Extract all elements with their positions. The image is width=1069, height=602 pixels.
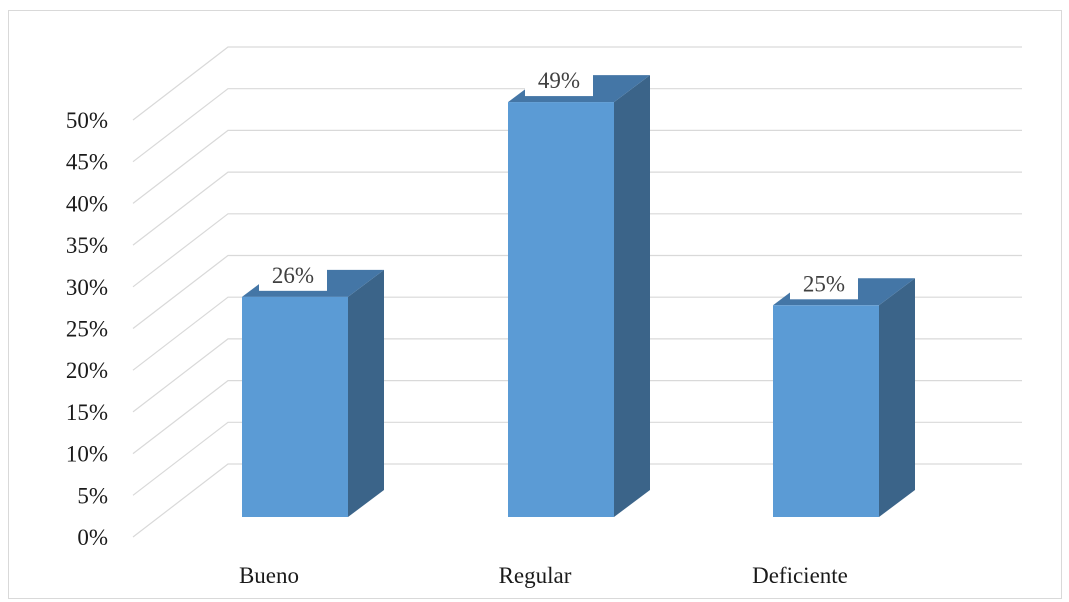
- gridline: [132, 338, 1022, 413]
- y-tick-label: 40%: [66, 191, 108, 216]
- gridline: [132, 421, 1022, 496]
- bar-deficiente: 25%: [773, 265, 915, 517]
- y-tick-label: 35%: [66, 233, 108, 258]
- bar-bueno: 26%: [242, 256, 384, 517]
- gridline: [132, 213, 1022, 288]
- x-tick-label: Bueno: [239, 563, 299, 588]
- data-label: 25%: [803, 271, 845, 296]
- gridline: [132, 46, 1022, 121]
- bar-side: [879, 278, 915, 517]
- gridline: [132, 171, 1022, 246]
- bar-regular: 49%: [508, 62, 650, 518]
- gridlines: [132, 46, 1022, 538]
- gridline: [132, 254, 1022, 329]
- gridline: [132, 129, 1022, 204]
- y-tick-label: 15%: [66, 400, 108, 425]
- gridline: [132, 463, 1022, 538]
- data-label-box: [790, 265, 858, 300]
- y-tick-label: 50%: [66, 108, 108, 133]
- data-label: 49%: [538, 68, 580, 93]
- bars: 26% 49% 25%: [242, 62, 915, 518]
- data-label: 26%: [272, 263, 314, 288]
- x-tick-label: Regular: [499, 563, 572, 588]
- x-axis: Bueno Regular Deficiente: [239, 563, 848, 588]
- y-tick-label: 20%: [66, 358, 108, 383]
- y-tick-label: 5%: [77, 483, 108, 508]
- data-label-box: [259, 256, 327, 291]
- y-tick-label: 10%: [66, 442, 108, 467]
- bar-side: [614, 75, 650, 518]
- data-label-box: [525, 62, 593, 97]
- bar-side: [348, 269, 384, 517]
- gridline: [132, 380, 1022, 455]
- bar-front: [773, 305, 879, 517]
- y-tick-label: 45%: [66, 150, 108, 175]
- gridline: [132, 88, 1022, 163]
- x-tick-label: Deficiente: [752, 563, 848, 588]
- y-tick-label: 25%: [66, 317, 108, 342]
- y-tick-label: 0%: [77, 525, 108, 550]
- bar-front: [242, 296, 348, 517]
- y-axis: 0% 5% 10% 15% 20% 25% 30% 35% 40% 45% 50%: [66, 108, 108, 550]
- bar-front: [508, 102, 614, 518]
- y-tick-label: 30%: [66, 275, 108, 300]
- gridline: [132, 296, 1022, 371]
